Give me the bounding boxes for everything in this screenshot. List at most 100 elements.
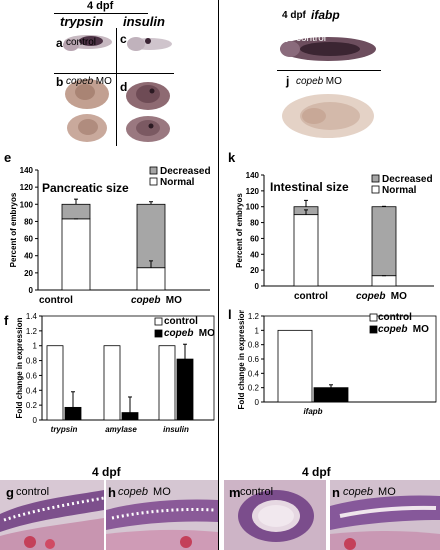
chart-l-legend-control: control bbox=[378, 312, 412, 323]
panel-f-letter: f bbox=[4, 313, 9, 328]
pancreatic-size-chart: 0 20 40 60 80 100 120 140 Percent of embryos Panc… bbox=[9, 166, 211, 295]
legend-swatch-normal bbox=[149, 177, 158, 186]
panel-l-letter: l bbox=[228, 307, 232, 322]
y-axis-label: Fold change in expression bbox=[15, 317, 24, 418]
embryo-i-drawing bbox=[280, 37, 376, 61]
y-tick-label: 40 bbox=[250, 250, 259, 259]
y-tick-label: 1.2 bbox=[26, 327, 38, 336]
panel-m-letter: m bbox=[229, 485, 241, 500]
y-tick-label: 0 bbox=[255, 282, 260, 291]
panel-g-label: control bbox=[16, 486, 50, 498]
chart-f-legend-mo: MO bbox=[196, 328, 215, 339]
chart-e-xlabel-control: control bbox=[39, 295, 73, 306]
chart-title: Pancreatic size bbox=[42, 181, 129, 195]
y-tick-label: 100 bbox=[246, 203, 260, 212]
x-category-label: insulin bbox=[163, 425, 189, 434]
panel-a-label: control bbox=[66, 37, 97, 48]
legend-swatch-normal bbox=[371, 185, 380, 194]
legend-swatch-control bbox=[369, 313, 378, 322]
panel-m-label: control bbox=[240, 486, 274, 498]
bar-copeb-mo bbox=[64, 406, 82, 421]
panel-g-image bbox=[0, 480, 104, 550]
chart-l-legend-mo: MO bbox=[410, 324, 429, 335]
bar-decreased bbox=[61, 203, 91, 220]
legend-label-decreased: Decreased bbox=[382, 174, 433, 185]
histology-h-drawing bbox=[106, 480, 218, 550]
embryo-b-drawing bbox=[65, 79, 109, 142]
y-tick-label: 0.8 bbox=[248, 341, 260, 350]
chart-l-legend-copeb: copeb bbox=[378, 324, 408, 335]
histology-n-drawing bbox=[330, 480, 440, 550]
bar-control bbox=[277, 329, 313, 403]
chart-k-xlabel-mo: MO bbox=[388, 291, 407, 302]
panel-j-label-gene: copeb bbox=[296, 76, 324, 87]
y-tick-label: 0 bbox=[255, 398, 260, 407]
embryo-j-drawing bbox=[282, 94, 374, 138]
y-tick-label: 20 bbox=[250, 266, 259, 275]
panel-j-image bbox=[278, 72, 380, 150]
chart-title: Intestinal size bbox=[270, 180, 349, 194]
panel-h-letter: h bbox=[108, 485, 116, 500]
panel-d-letter: d bbox=[120, 80, 128, 94]
panel-b-label-suffix: MO bbox=[93, 76, 112, 87]
embryo-d-drawing bbox=[126, 82, 170, 142]
bar-copeb-mo bbox=[176, 358, 194, 421]
left-hist-stage: 4 dpf bbox=[92, 465, 121, 479]
panel-g-letter: g bbox=[6, 485, 14, 500]
y-tick-label: 0.6 bbox=[26, 371, 38, 380]
legend-swatch-copeb-mo bbox=[154, 329, 163, 338]
chart-k-xlabel-control: control bbox=[294, 291, 328, 302]
y-tick-label: 1.2 bbox=[248, 312, 260, 321]
bar-copeb-mo bbox=[313, 387, 349, 403]
y-tick-label: 1 bbox=[255, 326, 260, 335]
y-tick-label: 60 bbox=[250, 234, 259, 243]
chart-f-legend-control: control bbox=[164, 316, 198, 327]
panel-c-image bbox=[118, 28, 176, 72]
panel-n-label-suffix: MO bbox=[375, 486, 396, 498]
trypsin-column-header: trypsin bbox=[60, 14, 104, 29]
bar-copeb-mo bbox=[121, 412, 139, 421]
bar-normal bbox=[371, 275, 397, 287]
embryo-c-drawing bbox=[127, 37, 172, 51]
bar-decreased bbox=[136, 203, 166, 269]
legend-swatch-control bbox=[154, 317, 163, 326]
bar-normal bbox=[61, 218, 91, 291]
panel-i-image bbox=[278, 27, 380, 69]
panel-k-letter: k bbox=[228, 150, 236, 165]
bar-decreased bbox=[371, 206, 397, 277]
y-tick-label: 1 bbox=[33, 342, 38, 351]
panel-d-image bbox=[118, 74, 176, 146]
panel-j-letter: j bbox=[286, 74, 290, 88]
embryo-a-drawing bbox=[63, 35, 112, 51]
panel-a-letter: a bbox=[56, 36, 63, 50]
panel-b-letter: b bbox=[56, 75, 64, 89]
legend-label-normal: Normal bbox=[382, 185, 417, 196]
chart-f-legend-copeb: copeb bbox=[164, 328, 194, 339]
y-tick-label: 60 bbox=[24, 235, 33, 244]
panel-h-label-gene: copeb bbox=[118, 486, 148, 498]
y-axis-label: Fold change in expression bbox=[237, 310, 246, 409]
panel-c-letter: c bbox=[120, 32, 127, 46]
panel-b-label-gene: copeb bbox=[66, 76, 94, 87]
bar-control bbox=[103, 345, 121, 421]
ifabp-header: ifabp bbox=[311, 8, 340, 22]
panel-i-letter: i bbox=[285, 31, 289, 45]
y-tick-label: 0.4 bbox=[26, 386, 38, 395]
ifabp-row-divider bbox=[277, 70, 381, 71]
y-tick-label: 0.2 bbox=[248, 384, 260, 393]
x-category-label: ifapb bbox=[303, 407, 322, 416]
legend-swatch-decreased bbox=[371, 174, 380, 183]
y-tick-label: 20 bbox=[24, 269, 33, 278]
y-tick-label: 140 bbox=[246, 171, 260, 180]
legend-swatch-copeb-mo bbox=[369, 325, 378, 334]
intestinal-size-chart: 0 20 40 60 80 100 120 140 Percent of embryos Inte… bbox=[235, 171, 434, 291]
panel-b-image bbox=[55, 74, 115, 146]
y-tick-label: 0.2 bbox=[26, 401, 38, 410]
y-tick-label: 40 bbox=[24, 252, 33, 261]
y-tick-label: 140 bbox=[20, 166, 34, 175]
chart-e-xlabel-copeb: copeb bbox=[131, 295, 161, 306]
column-divider bbox=[116, 28, 117, 146]
panel-n-image bbox=[330, 480, 440, 550]
chart-k-xlabel-copeb: copeb bbox=[356, 291, 386, 302]
